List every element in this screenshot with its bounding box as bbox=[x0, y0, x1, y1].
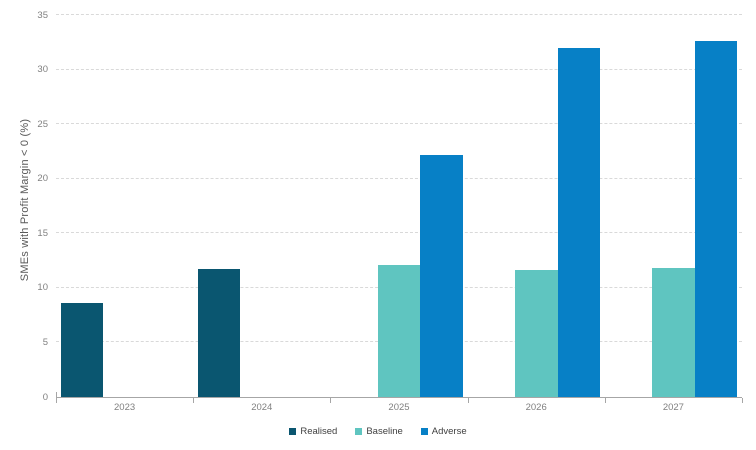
y-tick-label-30: 30 bbox=[37, 64, 48, 76]
legend-label: Adverse bbox=[431, 426, 467, 437]
y-tick-label-5: 5 bbox=[42, 336, 48, 348]
y-tick-label-20: 20 bbox=[37, 173, 48, 185]
x-category-label-2023: 2023 bbox=[114, 402, 136, 413]
bar-baseline-2026 bbox=[514, 270, 558, 397]
x-axis-tick bbox=[467, 398, 469, 403]
legend: Realised Baseline Adverse bbox=[0, 426, 756, 437]
legend-item-adverse: Adverse bbox=[420, 426, 467, 437]
x-axis-left-stub bbox=[56, 392, 57, 398]
y-tick-label-25: 25 bbox=[37, 118, 48, 130]
gridline-30 bbox=[56, 68, 742, 70]
bar-adverse-2027 bbox=[694, 41, 738, 397]
x-category-label-2024: 2024 bbox=[251, 402, 273, 413]
legend-item-baseline: Baseline bbox=[355, 426, 403, 437]
legend-swatch-realised bbox=[289, 428, 297, 435]
gridline-25 bbox=[56, 123, 742, 125]
x-axis-tick bbox=[193, 398, 195, 403]
plot-area bbox=[56, 14, 742, 398]
bar-adverse-2025 bbox=[420, 154, 464, 397]
x-axis-tick bbox=[330, 398, 332, 403]
legend-item-realised: Realised bbox=[289, 426, 337, 437]
x-category-label-2025: 2025 bbox=[388, 402, 410, 413]
legend-swatch-adverse bbox=[420, 428, 428, 435]
bar-realised-2023 bbox=[60, 303, 104, 397]
gridline-35 bbox=[56, 14, 742, 15]
bar-adverse-2026 bbox=[557, 47, 601, 397]
x-category-label-2026: 2026 bbox=[525, 402, 547, 413]
x-axis-tick bbox=[742, 398, 743, 403]
y-axis-title: SMEs with Profit Margin < 0 (%) bbox=[19, 118, 31, 282]
x-axis-tick bbox=[604, 398, 606, 403]
x-axis-tick bbox=[56, 398, 57, 403]
y-tick-label-15: 15 bbox=[37, 227, 48, 239]
legend-label: Baseline bbox=[366, 426, 403, 437]
y-tick-label-10: 10 bbox=[37, 282, 48, 294]
gridline-15 bbox=[56, 232, 742, 234]
y-tick-label-0: 0 bbox=[42, 391, 48, 403]
legend-label: Realised bbox=[300, 426, 338, 437]
gridline-20 bbox=[56, 177, 742, 179]
x-category-label-2027: 2027 bbox=[662, 402, 684, 413]
bar-baseline-2025 bbox=[377, 264, 421, 397]
y-tick-label-35: 35 bbox=[37, 9, 48, 21]
bar-baseline-2027 bbox=[652, 268, 695, 397]
bar-realised-2024 bbox=[197, 269, 241, 397]
legend-swatch-baseline bbox=[355, 428, 363, 435]
